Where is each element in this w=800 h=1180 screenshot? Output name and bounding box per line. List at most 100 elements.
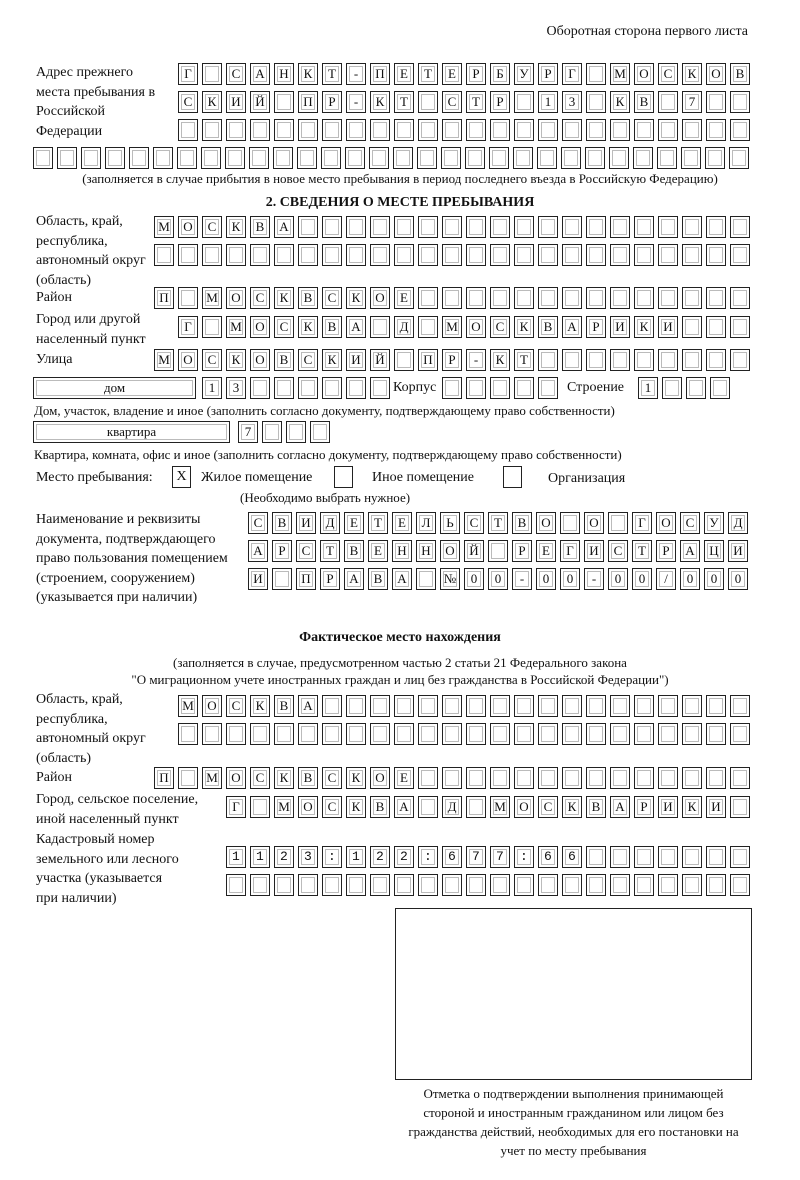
char-cell[interactable] xyxy=(466,874,486,896)
char-cell[interactable]: А xyxy=(394,796,414,818)
char-cell[interactable] xyxy=(538,287,558,309)
char-cell[interactable] xyxy=(706,846,726,868)
char-cell[interactable] xyxy=(466,846,486,868)
char-cell[interactable] xyxy=(682,349,702,371)
prev-address-row-3[interactable] xyxy=(178,119,754,141)
char-cell[interactable] xyxy=(225,147,245,169)
char-cell[interactable] xyxy=(706,216,726,238)
char-cell[interactable] xyxy=(442,216,462,238)
char-cell[interactable] xyxy=(538,767,558,789)
char-cell[interactable] xyxy=(466,767,486,789)
char-cell[interactable] xyxy=(705,147,725,169)
char-cell[interactable] xyxy=(202,723,222,745)
char-cell[interactable]: П xyxy=(298,91,318,113)
region-row-2[interactable] xyxy=(154,244,754,266)
char-cell[interactable] xyxy=(226,119,246,141)
char-cell[interactable]: Т xyxy=(394,91,414,113)
char-cell[interactable]: В xyxy=(322,316,342,338)
char-cell[interactable] xyxy=(634,216,654,238)
char-cell[interactable] xyxy=(514,91,534,113)
char-cell[interactable]: С xyxy=(322,796,342,818)
char-cell[interactable]: М xyxy=(154,216,174,238)
char-cell[interactable]: И xyxy=(226,91,246,113)
char-cell[interactable]: С xyxy=(202,216,222,238)
char-cell[interactable]: Е xyxy=(442,63,462,85)
char-cell[interactable]: О xyxy=(226,287,246,309)
char-cell[interactable] xyxy=(345,147,365,169)
char-cell[interactable] xyxy=(706,316,726,338)
char-cell[interactable]: Г xyxy=(178,63,198,85)
char-cell[interactable]: О xyxy=(370,767,390,789)
char-cell[interactable]: М xyxy=(442,316,462,338)
char-cell[interactable] xyxy=(634,695,654,717)
cadastral-row-2[interactable] xyxy=(226,874,754,896)
char-cell[interactable]: С xyxy=(322,767,342,789)
char-cell[interactable]: С xyxy=(178,91,198,113)
char-cell[interactable] xyxy=(178,767,198,789)
char-cell[interactable] xyxy=(686,377,706,399)
char-cell[interactable]: С xyxy=(274,316,294,338)
char-cell[interactable] xyxy=(466,796,486,818)
char-cell[interactable] xyxy=(490,244,510,266)
char-cell[interactable] xyxy=(682,723,702,745)
char-cell[interactable]: В xyxy=(368,568,388,590)
char-cell[interactable]: К xyxy=(346,767,366,789)
char-cell[interactable] xyxy=(538,349,558,371)
char-cell[interactable] xyxy=(706,767,726,789)
char-cell[interactable]: И xyxy=(658,316,678,338)
char-cell[interactable] xyxy=(706,119,726,141)
char-cell[interactable] xyxy=(490,119,510,141)
char-cell[interactable] xyxy=(274,846,294,868)
checkbox-other-premises[interactable] xyxy=(334,466,353,488)
char-cell[interactable] xyxy=(730,695,750,717)
char-cell[interactable] xyxy=(321,147,341,169)
char-cell[interactable]: К xyxy=(370,91,390,113)
char-cell[interactable]: П xyxy=(154,287,174,309)
char-cell[interactable] xyxy=(730,349,750,371)
char-cell[interactable] xyxy=(730,91,750,113)
char-cell[interactable] xyxy=(322,846,342,868)
char-cell[interactable]: Е xyxy=(368,540,388,562)
char-cell[interactable] xyxy=(658,216,678,238)
char-cell[interactable]: С xyxy=(226,695,246,717)
char-cell[interactable]: К xyxy=(274,767,294,789)
char-cell[interactable]: В xyxy=(538,316,558,338)
char-cell[interactable] xyxy=(370,244,390,266)
char-cell[interactable]: Т xyxy=(466,91,486,113)
char-cell[interactable]: А xyxy=(346,316,366,338)
char-cell[interactable] xyxy=(466,216,486,238)
char-cell[interactable] xyxy=(418,287,438,309)
char-cell[interactable] xyxy=(441,147,461,169)
char-cell[interactable]: М xyxy=(274,796,294,818)
char-cell[interactable]: Е xyxy=(392,512,412,534)
char-cell[interactable] xyxy=(490,874,510,896)
char-cell[interactable] xyxy=(202,316,222,338)
checkbox-organization[interactable] xyxy=(503,466,522,488)
char-cell[interactable]: С xyxy=(226,63,246,85)
char-cell[interactable]: К xyxy=(346,287,366,309)
char-cell[interactable] xyxy=(610,349,630,371)
char-cell[interactable]: 1 xyxy=(638,377,658,399)
char-cell[interactable] xyxy=(610,244,630,266)
char-cell[interactable]: М xyxy=(226,316,246,338)
char-cell[interactable] xyxy=(370,316,390,338)
char-cell[interactable] xyxy=(706,349,726,371)
char-cell[interactable] xyxy=(682,767,702,789)
char-cell[interactable] xyxy=(538,723,558,745)
char-cell[interactable]: 0 xyxy=(632,568,652,590)
char-cell[interactable] xyxy=(322,695,342,717)
char-cell[interactable] xyxy=(514,216,534,238)
char-cell[interactable] xyxy=(662,377,682,399)
char-cell[interactable]: М xyxy=(178,695,198,717)
char-cell[interactable] xyxy=(490,216,510,238)
char-cell[interactable] xyxy=(418,216,438,238)
char-cell[interactable]: 0 xyxy=(560,568,580,590)
char-cell[interactable]: С xyxy=(680,512,700,534)
char-cell[interactable]: И xyxy=(610,316,630,338)
char-cell[interactable] xyxy=(682,846,702,868)
char-cell[interactable] xyxy=(682,216,702,238)
char-cell[interactable] xyxy=(710,377,730,399)
char-cell[interactable]: К xyxy=(226,216,246,238)
